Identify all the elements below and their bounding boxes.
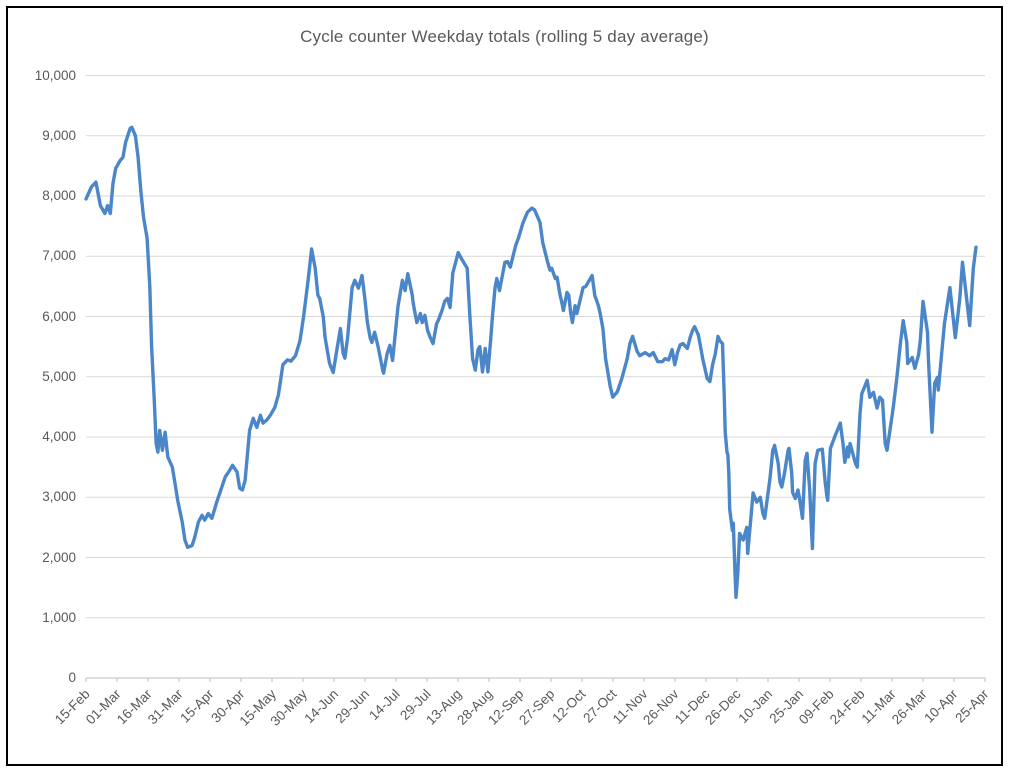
- y-tick-label: 6,000: [42, 308, 76, 324]
- chart-outer-border: [6, 6, 1003, 766]
- y-tick-label: 5,000: [42, 368, 76, 384]
- chart-title: Cycle counter Weekday totals (rolling 5 …: [300, 27, 709, 46]
- y-tick-label: 1,000: [42, 609, 76, 625]
- y-tick-label: 3,000: [42, 489, 76, 505]
- y-tick-label: 7,000: [42, 248, 76, 264]
- data-series-line: [84, 125, 978, 599]
- y-tick-label: 2,000: [42, 549, 76, 565]
- y-tick-label: 0: [68, 670, 76, 685]
- y-tick-label: 9,000: [42, 127, 76, 143]
- y-tick-label: 10,000: [34, 67, 76, 83]
- y-tick-label: 8,000: [42, 188, 76, 203]
- y-tick-label: 4,000: [42, 429, 76, 444]
